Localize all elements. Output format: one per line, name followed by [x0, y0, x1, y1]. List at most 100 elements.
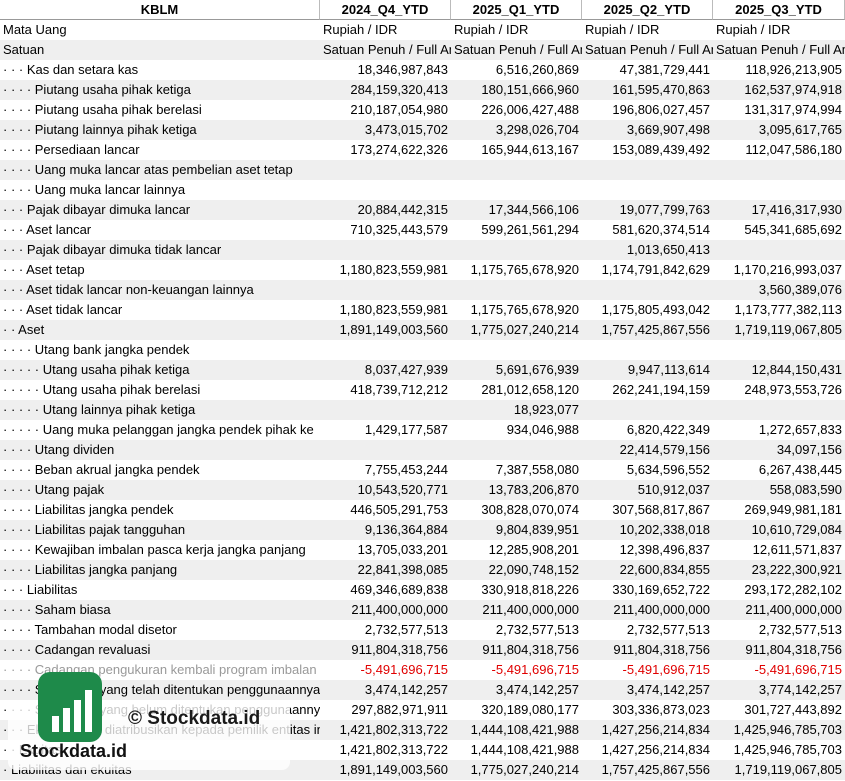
row-label: · · · · Piutang usaha pihak berelasi — [3, 102, 202, 117]
value-cell: 3,474,142,257 — [364, 682, 448, 697]
row-label: · · · · Persediaan lancar — [3, 142, 140, 157]
value-cell — [713, 240, 845, 260]
value-cell: 211,400,000,000 — [745, 602, 842, 617]
data-row: · · · · Uang muka lancar lainnya — [0, 180, 845, 200]
data-row: · · · · Saham biasa 211,400,000,000 211,40… — [0, 600, 845, 620]
value-cell: 1,175,765,678,920 — [470, 262, 579, 277]
value-cell: 330,918,818,226 — [481, 582, 579, 597]
value-cell: 293,172,282,102 — [744, 582, 842, 597]
value-cell: 599,261,561,294 — [481, 222, 579, 237]
value-cell: 1,013,650,413 — [626, 242, 710, 257]
value-cell: 307,568,817,867 — [612, 502, 710, 517]
value-cell — [320, 400, 451, 420]
value-cell: 1,425,946,785,703 — [733, 742, 842, 757]
value-cell: 1,170,216,993,037 — [733, 262, 842, 277]
value-cell: 284,159,320,413 — [350, 82, 448, 97]
data-row: · · · · Utang pajak 10,543,520,771 13,783,… — [0, 480, 845, 500]
value-cell — [713, 340, 845, 360]
value-cell: 297,882,971,911 — [351, 702, 448, 717]
value-cell — [451, 160, 582, 180]
value-cell — [451, 440, 582, 460]
value-cell: 3,560,389,076 — [758, 282, 842, 297]
value-cell: 211,400,000,000 — [351, 602, 448, 617]
row-label: · · · · Tambahan modal disetor — [3, 622, 177, 637]
value-cell: 161,595,470,863 — [612, 82, 710, 97]
value-cell: 934,046,988 — [506, 422, 579, 437]
data-row: · · · · Piutang usaha pihak berelasi 210,… — [0, 100, 845, 120]
meta-cell: Satuan Penuh / Full Amount — [585, 42, 713, 57]
row-label: · · · · Utang dividen — [3, 442, 115, 457]
value-cell: 20,884,442,315 — [357, 202, 448, 217]
data-row: · · · · · Uang muka pelanggan jangka pen… — [0, 420, 845, 440]
data-row: · · · · Beban akrual jangka pendek 7,755,… — [0, 460, 845, 480]
meta-cell: Rupiah / IDR — [454, 22, 529, 37]
header-cell: 2025_Q1_YTD — [451, 0, 582, 20]
value-cell: 47,381,729,441 — [619, 62, 710, 77]
watermark-brand: Stockdata.id — [20, 741, 128, 761]
value-cell: 12,398,496,837 — [619, 542, 710, 557]
value-cell — [451, 280, 582, 300]
row-label: · · · Aset tidak lancar — [3, 302, 123, 317]
value-cell: 2,732,577,513 — [495, 622, 579, 637]
row-label: · · · · Uang muka lancar atas pembelian … — [3, 162, 293, 177]
row-label: · · · Kas dan setara kas — [3, 62, 139, 77]
value-cell: 22,600,834,855 — [619, 562, 710, 577]
value-cell: 1,173,777,382,113 — [734, 302, 842, 317]
value-cell: 418,739,712,212 — [350, 382, 448, 397]
row-label: · · · · Uang muka lancar lainnya — [3, 182, 186, 197]
value-cell — [451, 340, 582, 360]
value-cell: 17,344,566,106 — [488, 202, 579, 217]
value-cell: 1,272,657,833 — [758, 422, 842, 437]
row-label: · · · · · Utang usaha pihak berelasi — [3, 382, 201, 397]
value-cell: 7,387,558,080 — [495, 462, 579, 477]
value-cell: 226,006,427,488 — [481, 102, 579, 117]
data-row: · · · · Tambahan modal disetor 2,732,577,… — [0, 620, 845, 640]
row-label: · · · · Liabilitas pajak tangguhan — [3, 522, 186, 537]
data-row: · · · · · Utang lainnya pihak ketiga 18,9… — [0, 400, 845, 420]
value-cell: 6,820,422,349 — [626, 422, 710, 437]
value-cell: 112,047,586,180 — [745, 142, 842, 157]
value-cell — [320, 160, 451, 180]
meta-row: Mata Uang Rupiah / IDR Rupiah / IDR Rupiah … — [0, 20, 845, 40]
value-cell: 7,755,453,244 — [364, 462, 448, 477]
value-cell: 1,421,802,313,722 — [339, 742, 448, 757]
row-label: · · · Aset tidak lancar non-keuangan lai… — [3, 282, 254, 297]
value-cell: 248,973,553,726 — [744, 382, 842, 397]
value-cell: 911,804,318,756 — [613, 642, 710, 657]
value-cell: 1,444,108,421,988 — [470, 722, 579, 737]
row-label: · · · Pajak dibayar dimuka lancar — [3, 202, 191, 217]
value-cell: 9,804,839,951 — [495, 522, 579, 537]
meta-cell: Rupiah / IDR — [323, 22, 398, 37]
value-cell: 301,727,443,892 — [744, 702, 842, 717]
data-row: · · Aset 1,891,149,003,560 1,775,027,240,2… — [0, 320, 845, 340]
row-label: · · · · · Uang muka pelanggan jangka pen… — [3, 422, 314, 437]
value-cell: 3,474,142,257 — [626, 682, 710, 697]
value-cell — [451, 180, 582, 200]
value-cell: 3,298,026,704 — [495, 122, 579, 137]
data-row: · · · · Liabilitas jangka pendek 446,505,… — [0, 500, 845, 520]
row-label: · · · · Saham biasa — [3, 602, 111, 617]
watermark-caption: © Stockdata.id — [128, 708, 261, 729]
header-cell: 2025_Q2_YTD — [582, 0, 713, 20]
value-cell: 1,175,765,678,920 — [470, 302, 579, 317]
row-label: · · Aset — [3, 322, 45, 337]
data-row: · · · · Liabilitas jangka panjang 22,841,… — [0, 560, 845, 580]
row-label: · · · · Piutang lainnya pihak ketiga — [3, 122, 197, 137]
value-cell: 211,400,000,000 — [613, 602, 710, 617]
data-row: · · · · · Utang usaha pihak berelasi 418,… — [0, 380, 845, 400]
value-cell: -5,491,696,715 — [622, 662, 710, 677]
value-cell: 10,610,729,084 — [751, 522, 842, 537]
data-row: · · · Pajak dibayar dimuka lancar 20,884,… — [0, 200, 845, 220]
value-cell: 23,222,300,921 — [751, 562, 842, 577]
value-cell: 303,336,873,023 — [612, 702, 710, 717]
header-cell: KBLM — [0, 0, 320, 20]
value-cell: 12,844,150,431 — [751, 362, 842, 377]
value-cell: 13,783,206,870 — [488, 482, 579, 497]
value-cell: 9,136,364,884 — [364, 522, 448, 537]
value-cell: 581,620,374,514 — [612, 222, 710, 237]
value-cell: -5,491,696,715 — [754, 662, 842, 677]
data-row: · · · · Liabilitas pajak tangguhan 9,136,… — [0, 520, 845, 540]
value-cell: 12,611,571,837 — [752, 542, 842, 557]
